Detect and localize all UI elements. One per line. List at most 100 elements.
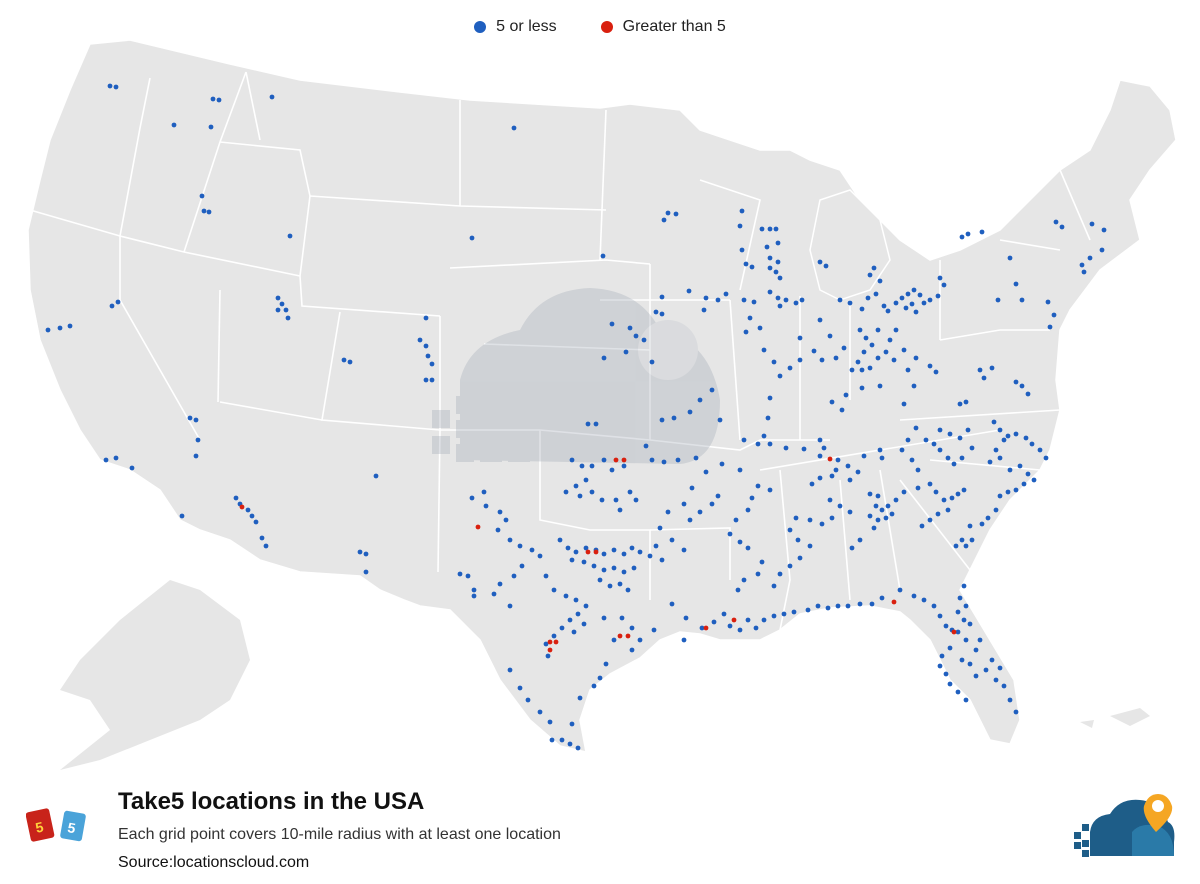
location-point-5-or-less: [733, 517, 739, 523]
location-point-5-or-less: [67, 323, 73, 329]
location-point-5-or-less: [697, 397, 703, 403]
location-point-5-or-less: [881, 303, 887, 309]
location-point-5-or-less: [417, 337, 423, 343]
location-point-5-or-less: [915, 467, 921, 473]
location-point-5-or-less: [875, 493, 881, 499]
location-point-5-or-less: [787, 365, 793, 371]
location-point-5-or-less: [825, 605, 831, 611]
location-point-5-or-less: [363, 551, 369, 557]
location-point-5-or-less: [687, 409, 693, 415]
location-point-5-or-less: [583, 603, 589, 609]
location-point-5-or-less: [659, 294, 665, 300]
location-point-5-or-less: [957, 595, 963, 601]
location-point-5-or-less: [715, 297, 721, 303]
location-point-5-or-less: [1001, 437, 1007, 443]
map-title: Take5 locations in the USA: [118, 788, 425, 815]
location-point-5-or-less: [1013, 281, 1019, 287]
location-point-5-or-less: [973, 647, 979, 653]
location-point-5-or-less: [993, 507, 999, 513]
legend-item-blue: 5 or less: [474, 18, 557, 36]
location-point-5-or-less: [597, 577, 603, 583]
location-point-5-or-less: [651, 627, 657, 633]
location-point-5-or-less: [997, 427, 1003, 433]
location-point-5-or-less: [206, 209, 212, 215]
location-point-5-or-less: [1099, 247, 1105, 253]
location-point-5-or-less: [115, 299, 121, 305]
location-point-5-or-less: [689, 485, 695, 491]
location-point-5-or-less: [857, 537, 863, 543]
location-point-5-or-less: [875, 327, 881, 333]
location-point-5-or-less: [495, 527, 501, 533]
location-point-5-or-less: [837, 297, 843, 303]
location-point-greater-than-5: [553, 639, 559, 645]
location-point-5-or-less: [841, 345, 847, 351]
location-point-5-or-less: [811, 348, 817, 354]
location-point-5-or-less: [963, 603, 969, 609]
state-borders: [29, 71, 1091, 631]
location-point-5-or-less: [963, 543, 969, 549]
location-point-5-or-less: [559, 737, 565, 743]
location-point-greater-than-5: [625, 633, 631, 639]
location-point-5-or-less: [961, 487, 967, 493]
location-point-5-or-less: [653, 309, 659, 315]
location-point-5-or-less: [947, 431, 953, 437]
location-point-5-or-less: [1005, 489, 1011, 495]
location-point-5-or-less: [911, 383, 917, 389]
location-point-5-or-less: [1013, 709, 1019, 715]
location-point-5-or-less: [777, 275, 783, 281]
location-point-5-or-less: [783, 445, 789, 451]
location-point-5-or-less: [935, 293, 941, 299]
location-point-5-or-less: [609, 321, 615, 327]
location-point-5-or-less: [287, 233, 293, 239]
location-point-5-or-less: [701, 307, 707, 313]
location-point-greater-than-5: [239, 504, 245, 510]
location-point-5-or-less: [649, 359, 655, 365]
location-point-5-or-less: [867, 513, 873, 519]
location-point-5-or-less: [793, 515, 799, 521]
location-point-5-or-less: [517, 543, 523, 549]
location-point-5-or-less: [1007, 467, 1013, 473]
location-point-5-or-less: [497, 581, 503, 587]
location-point-5-or-less: [737, 223, 743, 229]
location-point-5-or-less: [721, 611, 727, 617]
legend-swatch-blue: [474, 21, 487, 33]
location-point-5-or-less: [697, 509, 703, 515]
location-point-5-or-less: [507, 603, 513, 609]
location-point-5-or-less: [855, 359, 861, 365]
location-point-5-or-less: [567, 617, 573, 623]
location-point-5-or-less: [817, 453, 823, 459]
location-point-5-or-less: [969, 537, 975, 543]
location-point-5-or-less: [927, 481, 933, 487]
location-point-5-or-less: [901, 347, 907, 353]
location-point-5-or-less: [951, 461, 957, 467]
location-point-5-or-less: [839, 407, 845, 413]
location-point-5-or-less: [1079, 262, 1085, 268]
location-point-5-or-less: [507, 537, 513, 543]
location-point-5-or-less: [575, 745, 581, 751]
location-point-5-or-less: [911, 593, 917, 599]
location-point-5-or-less: [737, 539, 743, 545]
location-point-5-or-less: [795, 537, 801, 543]
location-point-5-or-less: [665, 210, 671, 216]
location-point-5-or-less: [1053, 219, 1059, 225]
location-point-5-or-less: [901, 401, 907, 407]
location-point-5-or-less: [755, 571, 761, 577]
location-point-5-or-less: [551, 633, 557, 639]
location-point-5-or-less: [767, 265, 773, 271]
legend-item-red: Greater than 5: [600, 18, 726, 36]
location-point-5-or-less: [767, 226, 773, 232]
location-point-5-or-less: [809, 481, 815, 487]
location-point-5-or-less: [269, 94, 275, 100]
location-point-5-or-less: [829, 473, 835, 479]
location-point-5-or-less: [727, 623, 733, 629]
location-point-5-or-less: [777, 373, 783, 379]
location-point-5-or-less: [947, 645, 953, 651]
location-point-5-or-less: [775, 295, 781, 301]
location-point-greater-than-5: [621, 457, 627, 463]
location-point-5-or-less: [869, 342, 875, 348]
location-point-5-or-less: [569, 721, 575, 727]
location-point-5-or-less: [897, 587, 903, 593]
location-point-5-or-less: [113, 455, 119, 461]
location-point-5-or-less: [983, 667, 989, 673]
location-point-5-or-less: [373, 473, 379, 479]
